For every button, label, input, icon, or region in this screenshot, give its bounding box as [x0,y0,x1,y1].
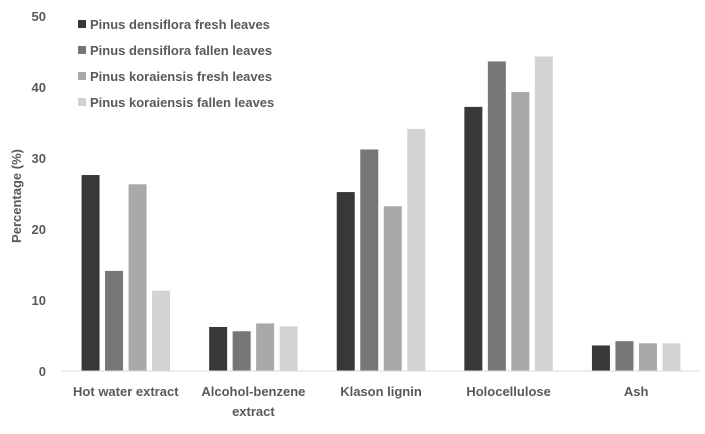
bar [591,345,610,371]
x-axis-labels: Hot water extract Alcohol-benzene extract K… [73,384,648,419]
bar [638,343,657,371]
x-category-label: Holocellulose [466,384,551,399]
legend-label: Pinus koraiensis fallen leaves [90,95,274,110]
bar [232,331,251,371]
bar [152,290,171,371]
bar [128,184,147,371]
legend-label: Pinus densiflora fresh leaves [90,17,270,32]
bar [511,91,530,371]
legend: Pinus densiflora fresh leaves Pinus densi… [78,17,274,110]
y-tick-label: 30 [32,151,46,166]
y-tick-label: 10 [32,293,46,308]
y-tick-label: 0 [39,364,46,379]
y-axis-title: Percentage (%) [9,149,24,243]
y-axis-ticks: 0 10 20 30 40 50 [32,9,46,379]
bars [81,56,681,371]
x-category-label: Klason lignin [340,384,422,399]
bar [279,326,298,371]
y-tick-label: 20 [32,222,46,237]
legend-swatch [78,98,86,106]
legend-label: Pinus koraiensis fresh leaves [90,69,272,84]
x-category-label: Hot water extract [73,384,179,399]
bar [336,192,355,371]
bar [105,270,124,371]
x-category-label: extract [232,404,275,419]
legend-label: Pinus densiflora fallen leaves [90,43,272,58]
y-tick-label: 50 [32,9,46,24]
bar [487,61,506,371]
legend-swatch [78,20,86,28]
bar [383,206,402,371]
legend-swatch [78,72,86,80]
bar [360,149,379,371]
bar [256,323,275,371]
legend-swatch [78,46,86,54]
bar [464,106,483,371]
bar [615,341,634,371]
bar [407,128,426,371]
bar [534,56,553,371]
x-category-label: Ash [624,384,649,399]
y-tick-label: 40 [32,80,46,95]
x-category-label: Alcohol-benzene [201,384,305,399]
bar [209,326,228,371]
bar [81,175,100,371]
bar [662,343,681,371]
